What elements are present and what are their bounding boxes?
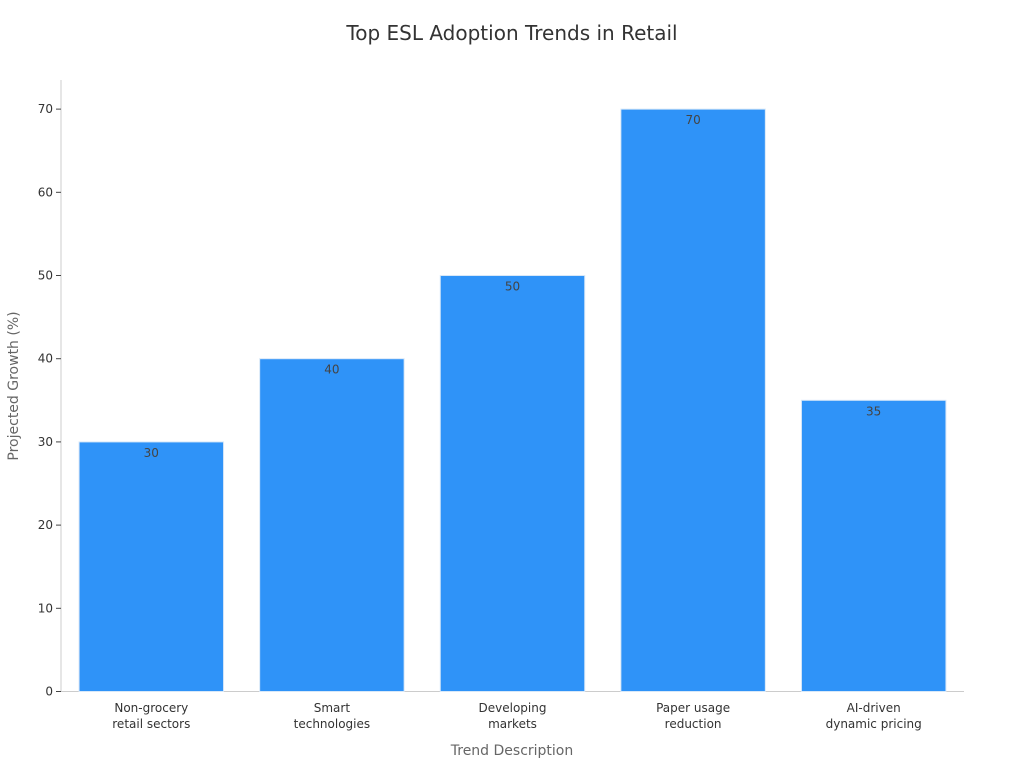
- x-axis-label: Trend Description: [450, 743, 574, 759]
- bar: [78, 441, 225, 693]
- y-tick-label: 30: [38, 435, 53, 449]
- y-tick-label: 40: [38, 352, 53, 366]
- y-tick-label: 70: [38, 102, 53, 116]
- bar: [800, 399, 947, 692]
- bar-value-label: 40: [324, 363, 339, 377]
- category-label: reduction: [665, 717, 722, 731]
- bar-value-label: 70: [685, 113, 700, 127]
- bar: [620, 108, 766, 693]
- category-label: dynamic pricing: [826, 717, 922, 731]
- y-axis-ticks: 0 10 20 30 40 50 60 70: [38, 102, 61, 699]
- category-label: markets: [488, 717, 537, 731]
- category-label: technologies: [294, 717, 371, 731]
- bar-value-label: 50: [505, 280, 520, 294]
- category-label: Developing: [479, 701, 547, 715]
- y-tick-label: 0: [45, 685, 53, 699]
- category-label: Smart: [314, 701, 351, 715]
- y-tick-label: 10: [38, 601, 53, 615]
- category-label: Non-grocery: [114, 701, 188, 715]
- bar-value-label: 30: [144, 446, 159, 460]
- y-tick-label: 50: [38, 269, 53, 283]
- bar-value-label: 35: [866, 404, 881, 418]
- chart-title: Top ESL Adoption Trends in Retail: [345, 21, 677, 45]
- bar: [439, 275, 586, 692]
- category-label: AI-driven: [847, 701, 901, 715]
- category-label: retail sectors: [112, 717, 190, 731]
- y-tick-label: 20: [38, 518, 53, 532]
- bars-group: 30 40 50 70 35: [78, 108, 947, 693]
- y-tick-label: 60: [38, 185, 53, 199]
- category-labels: Non-grocery retail sectors Smart technologi…: [112, 701, 922, 731]
- y-axis-label: Projected Growth (%): [6, 311, 22, 460]
- bar: [259, 358, 405, 692]
- category-label: Paper usage: [656, 701, 730, 715]
